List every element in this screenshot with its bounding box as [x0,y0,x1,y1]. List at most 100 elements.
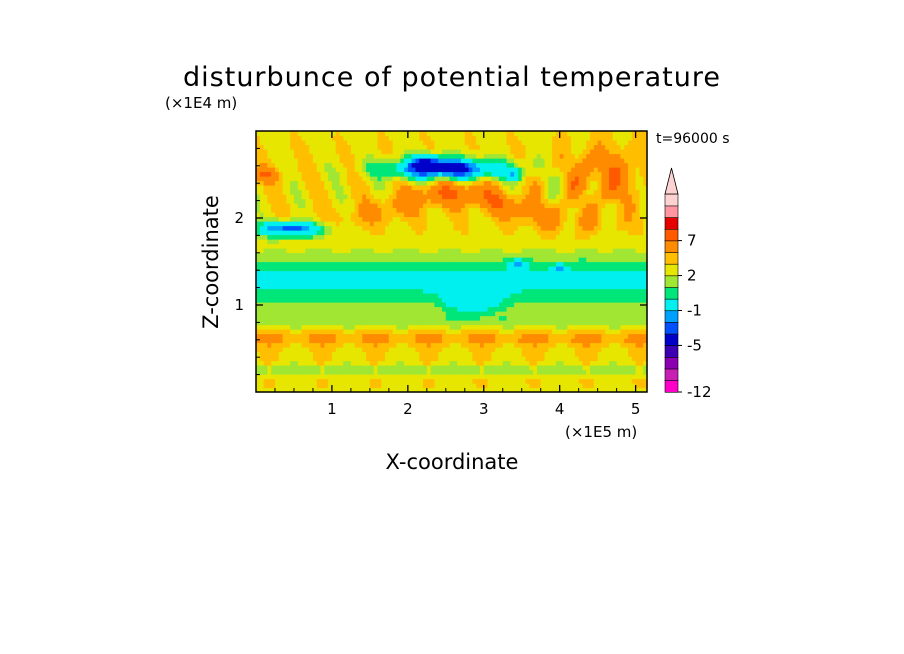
heatmap-cell [335,275,341,281]
heatmap-cell [479,194,485,200]
heatmap-cell [259,369,265,375]
heatmap-cell [377,338,382,344]
heatmap-cell [316,212,322,218]
heatmap-cell [476,239,481,245]
heatmap-cell [354,369,360,375]
heatmap-cell [331,293,337,299]
heatmap-cell [331,351,337,357]
heatmap-cell [582,351,587,357]
heatmap-cell [479,378,485,384]
heatmap-cell [525,369,530,375]
heatmap-cell [453,266,458,272]
heatmap-cell [609,320,614,326]
heatmap-cell [536,311,542,317]
heatmap-cell [442,252,447,258]
heatmap-cell [491,176,496,182]
heatmap-cell [385,297,390,303]
heatmap-cell [472,365,477,371]
heatmap-cell [601,320,606,326]
heatmap-cell [358,329,363,335]
heatmap-cell [510,383,515,389]
heatmap-cell [366,320,371,326]
heatmap-cell [616,198,622,204]
heatmap-cell [624,212,629,218]
heatmap-cell [369,279,375,285]
heatmap-cell [312,369,318,375]
heatmap-cell [571,266,576,272]
heatmap-cell [498,225,504,231]
heatmap-cell [639,176,644,182]
heatmap-cell [605,288,610,294]
heatmap-cell [506,383,511,389]
heatmap-cell [487,212,492,218]
heatmap-cell [347,360,352,366]
heatmap-cell [567,261,572,267]
heatmap-cell [373,306,379,312]
heatmap-cell [517,378,523,384]
heatmap-cell [381,239,386,245]
heatmap-cell [316,275,322,281]
heatmap-cell [377,212,382,218]
heatmap-cell [373,279,379,285]
heatmap-cell [423,311,428,317]
heatmap-cell [578,288,584,294]
heatmap-cell [339,347,344,353]
heatmap-cell [582,324,587,330]
heatmap-cell [320,221,325,227]
heatmap-cell [605,239,610,245]
heatmap-cell [635,378,641,384]
heatmap-cell [419,180,424,186]
heatmap-cell [434,333,439,339]
heatmap-cell [282,171,287,177]
heatmap-cell [312,329,318,335]
heatmap-cell [301,383,306,389]
heatmap-cell [612,356,618,362]
heatmap-cell [479,275,485,281]
heatmap-cell [297,266,303,272]
heatmap-cell [540,365,546,371]
heatmap-cell [286,243,291,249]
heatmap-cell [301,185,306,191]
heatmap-cell [476,185,481,191]
heatmap-cell [259,171,265,177]
heatmap-cell [426,302,432,308]
heatmap-cell [514,360,519,366]
heatmap-cell [339,369,344,375]
heatmap-cell [309,293,314,299]
heatmap-cell [533,383,538,389]
heatmap-cell [631,176,637,182]
heatmap-cell [271,234,276,240]
heatmap-cell [563,270,568,276]
heatmap-cell [571,257,576,263]
heatmap-cell [366,387,371,393]
heatmap-cell [521,333,527,339]
heatmap-cell [438,261,443,267]
heatmap-cell [597,356,603,362]
heatmap-cell [301,342,306,348]
heatmap-cell [544,198,549,204]
heatmap-cell [491,356,496,362]
heatmap-cell [385,279,390,285]
heatmap-cell [411,198,417,204]
heatmap-cell [297,275,303,281]
heatmap-cell [449,347,454,353]
heatmap-cell [544,185,549,191]
heatmap-cell [271,284,276,290]
heatmap-cell [631,324,637,330]
heatmap-cell [460,261,466,267]
heatmap-cell [434,320,439,326]
heatmap-cell [540,189,546,195]
heatmap-cell [620,311,625,317]
heatmap-cell [423,320,428,326]
heatmap-cell [331,180,337,186]
heatmap-cell [445,360,451,366]
heatmap-cell [426,383,432,389]
heatmap-cell [271,315,276,321]
heatmap-cell [571,243,576,249]
heatmap-cell [571,360,576,366]
heatmap-cell [476,284,481,290]
heatmap-cell [605,225,610,231]
heatmap-cell [267,185,272,191]
heatmap-cell [525,311,530,317]
heatmap-cell [567,369,572,375]
